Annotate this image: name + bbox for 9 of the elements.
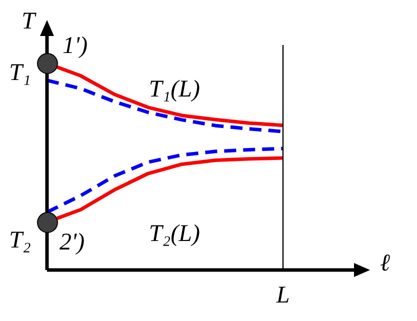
y-axis-title: T	[22, 8, 37, 34]
x-axis-title: ℓ	[380, 250, 390, 276]
text: L	[276, 282, 290, 308]
text: 1')	[62, 33, 88, 60]
annotation: T₁(L)	[148, 76, 200, 103]
annotation: T₂	[9, 227, 31, 254]
annotation: T₂(L)	[148, 221, 200, 248]
annotation: T₁	[9, 60, 31, 86]
annotation: 2')	[59, 229, 85, 256]
